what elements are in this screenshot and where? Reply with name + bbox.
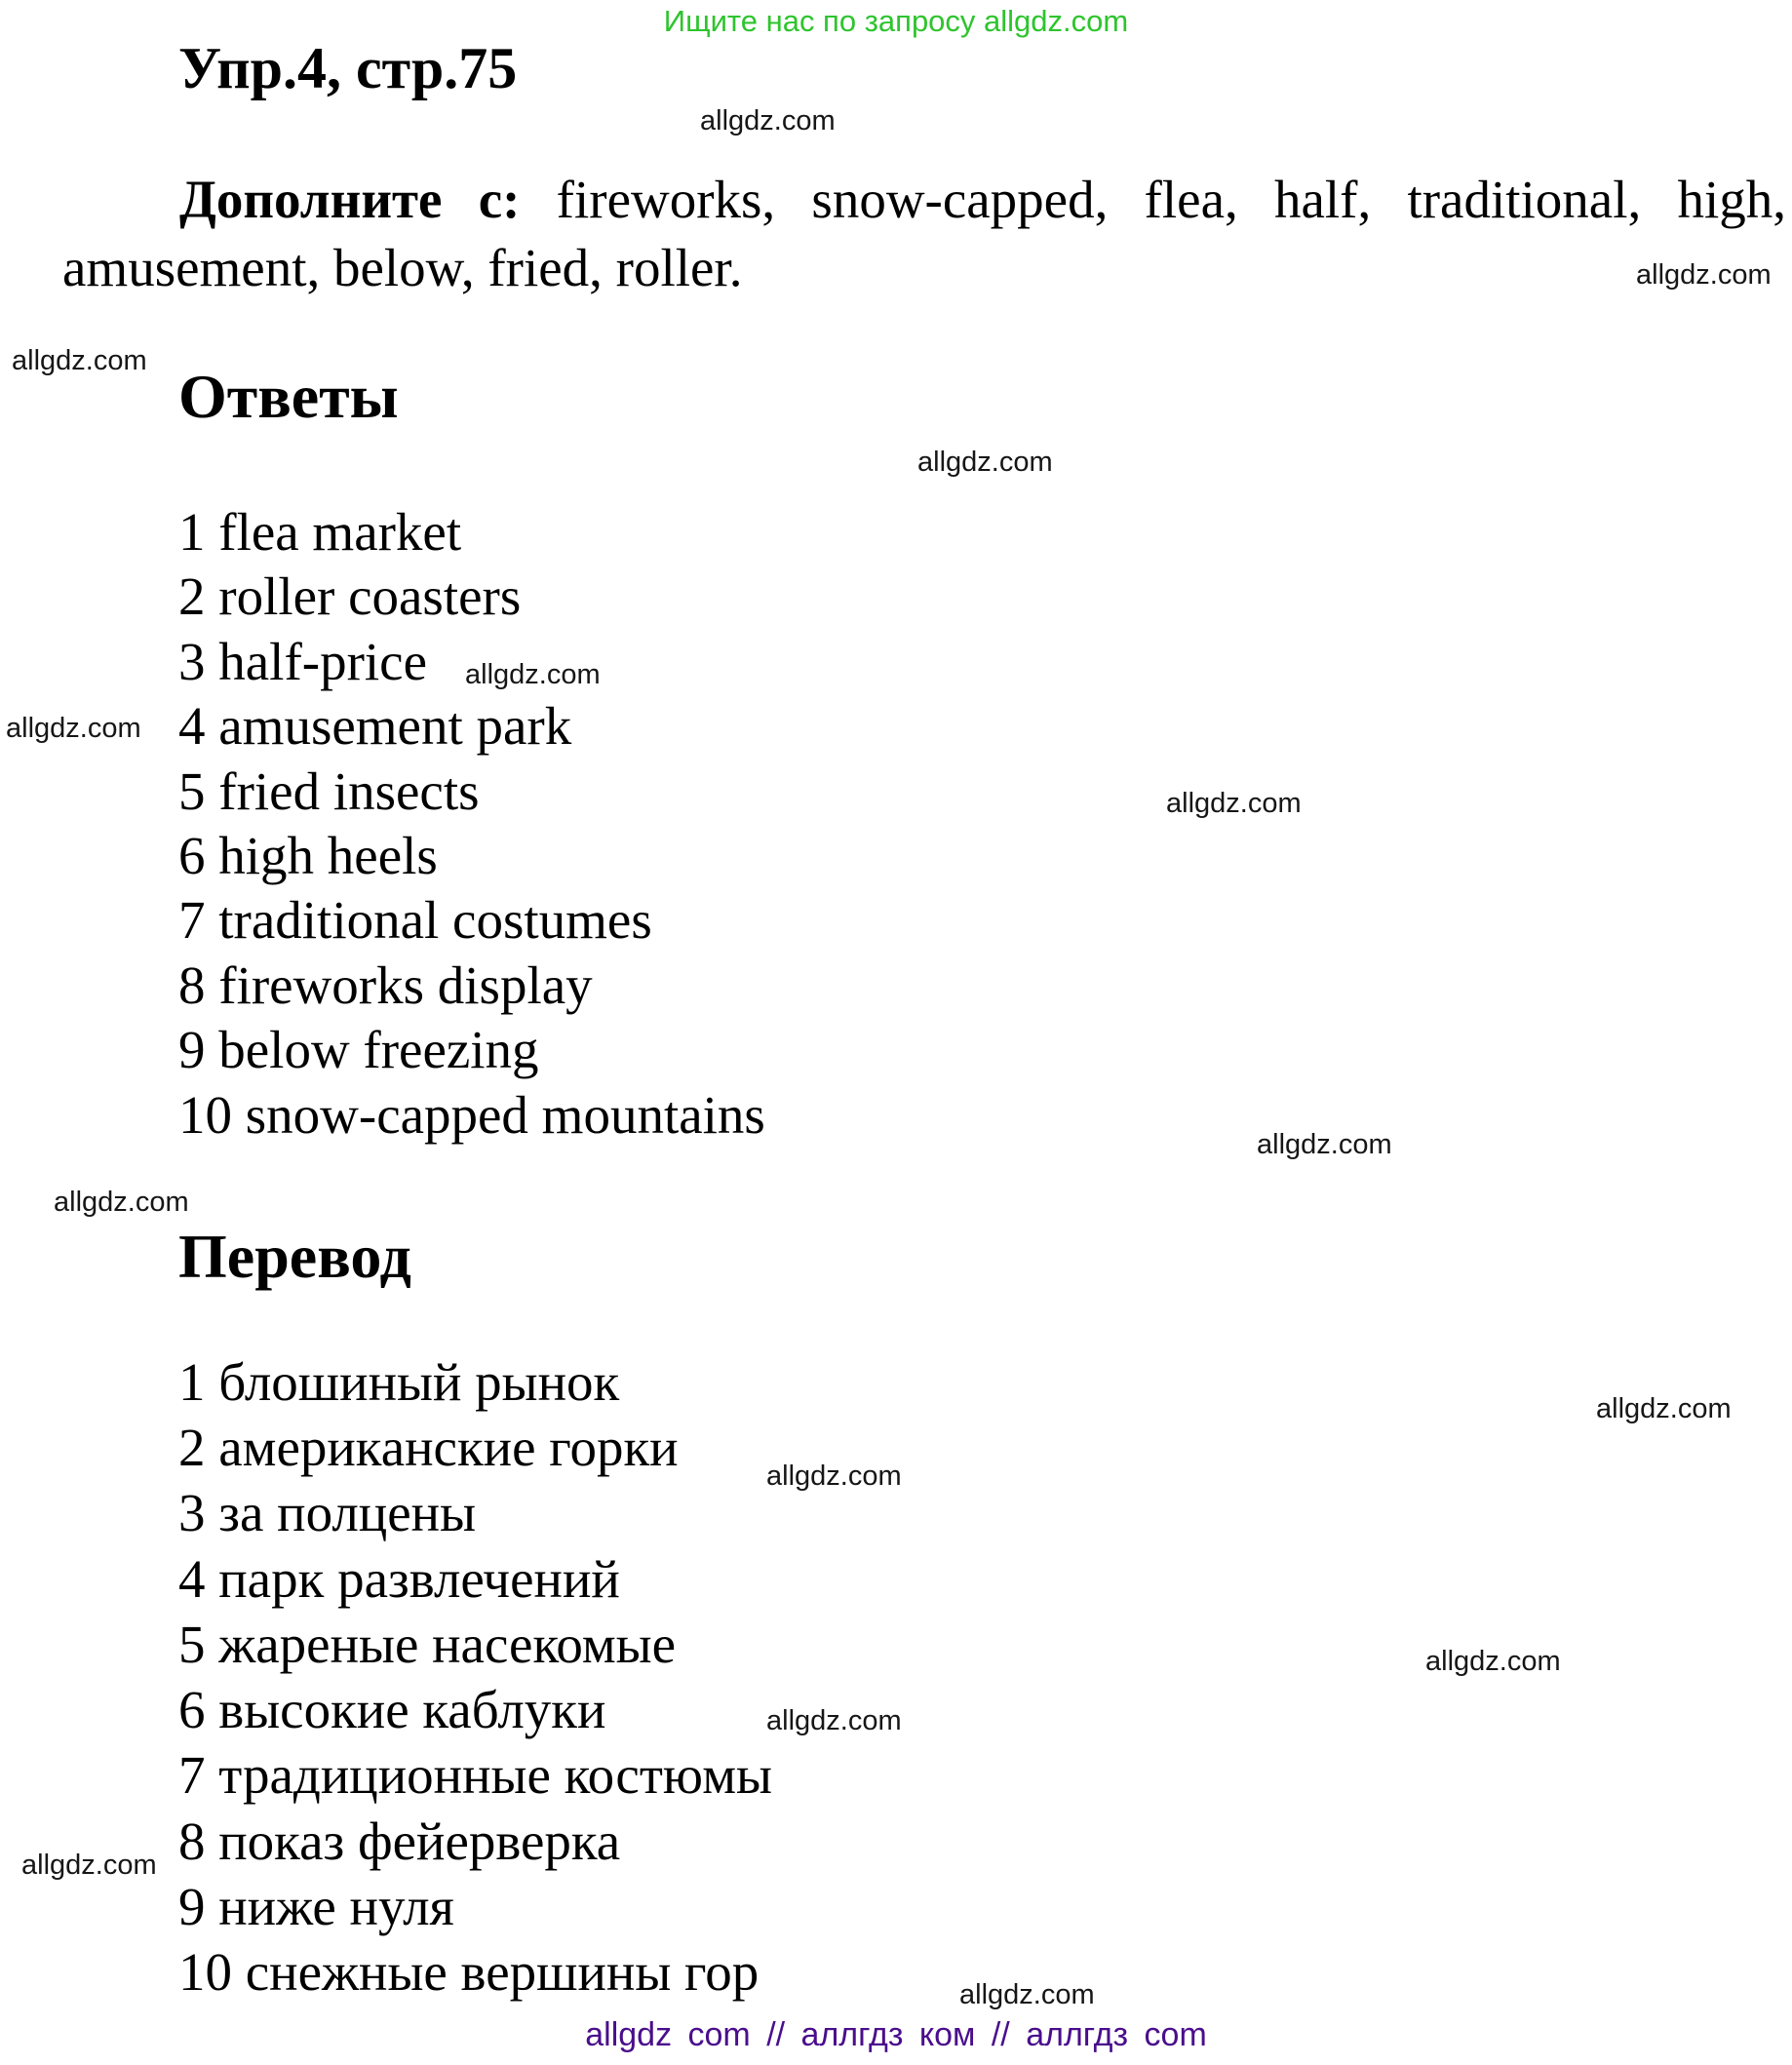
task-instruction-line1: Дополните с: fireworks, snow-capped, fle… (62, 166, 1786, 234)
watermark: allgdz.com (700, 105, 836, 136)
watermark: allgdz.com (1636, 259, 1772, 291)
translation-item-7: 7 традиционные костюмы (178, 1745, 773, 1805)
footer-text: allgdz com // аллгдз ком // аллгдз com (585, 2016, 1207, 2053)
watermark: allgdz.com (917, 447, 1053, 478)
answer-item-1: 1 flea market (178, 502, 462, 562)
answer-item-7: 7 traditional costumes (178, 890, 652, 950)
translation-item-10: 10 снежные вершины гор (178, 1942, 760, 2002)
translation-item-4: 4 парк развлечений (178, 1549, 620, 1609)
answer-item-9: 9 below freezing (178, 1020, 539, 1079)
watermark: allgdz.com (54, 1187, 189, 1218)
watermark: allgdz.com (1166, 788, 1302, 819)
answer-item-5: 5 fried insects (178, 761, 480, 821)
answer-item-8: 8 fireworks display (178, 955, 593, 1015)
answer-item-6: 6 high heels (178, 826, 438, 885)
task-label: Дополните с: (179, 170, 521, 229)
watermark: allgdz.com (766, 1461, 902, 1492)
watermark: allgdz.com (12, 345, 147, 376)
translation-item-5: 5 жареные насекомые (178, 1615, 677, 1674)
answer-item-10: 10 snow-capped mountains (178, 1085, 765, 1145)
promo-header: Ищите нас по запросу allgdz.com (663, 4, 1129, 38)
watermark: allgdz.com (1596, 1393, 1732, 1424)
watermark: allgdz.com (1425, 1646, 1561, 1677)
task-words-line1: fireworks, snow-capped, flea, half, trad… (520, 170, 1787, 229)
translation-item-3: 3 за полцены (178, 1483, 477, 1542)
task-words-line2: amusement, below, fried, roller. (62, 238, 743, 297)
watermark: allgdz.com (6, 713, 141, 744)
translation-item-8: 8 показ фейерверка (178, 1812, 621, 1871)
translation-item-6: 6 высокие каблуки (178, 1680, 606, 1739)
page-title: Упр.4, стр.75 (178, 36, 518, 100)
answer-item-3: 3 half-price (178, 632, 427, 691)
answer-item-2: 2 roller coasters (178, 566, 522, 626)
translation-heading: Перевод (178, 1222, 411, 1291)
answer-item-4: 4 amusement park (178, 696, 572, 756)
translation-item-1: 1 блошиный рынок (178, 1352, 620, 1412)
watermark: allgdz.com (465, 659, 601, 690)
translation-item-9: 9 ниже нуля (178, 1877, 454, 1936)
watermark: allgdz.com (959, 1979, 1095, 2010)
watermark: allgdz.com (1257, 1129, 1392, 1160)
translation-item-2: 2 американские горки (178, 1418, 679, 1477)
watermark: allgdz.com (21, 1850, 157, 1881)
watermark: allgdz.com (766, 1705, 902, 1736)
answers-heading: Ответы (178, 362, 399, 431)
